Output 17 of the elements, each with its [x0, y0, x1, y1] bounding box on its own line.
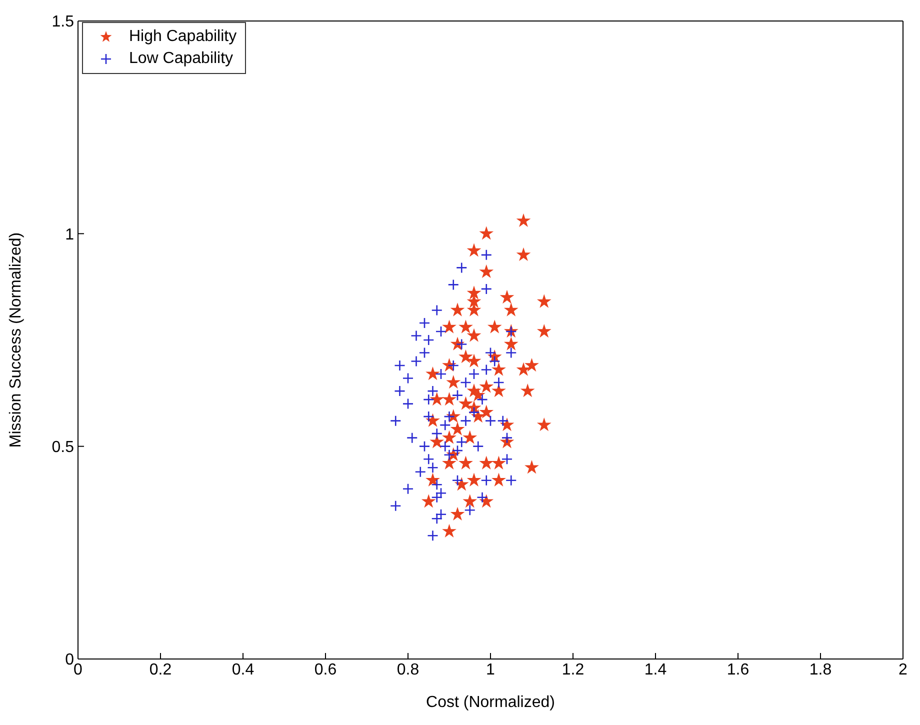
- x-tick-label: 1.8: [809, 661, 832, 678]
- x-tick-label: 1.4: [644, 661, 667, 678]
- x-tick-label: 1.2: [562, 661, 584, 678]
- x-tick-label: 0.8: [396, 661, 420, 678]
- x-tick-label: 0.6: [314, 661, 337, 678]
- x-tick-label: 0.4: [232, 661, 254, 678]
- y-tick-label: 0.5: [52, 439, 74, 456]
- x-axis-title: Cost (Normalized): [426, 694, 555, 711]
- x-tick-label: 1.6: [726, 661, 750, 678]
- y-tick-label: 1.5: [52, 14, 74, 31]
- legend-label: Low Capability: [129, 50, 234, 68]
- y-axis-title: Mission Success (Normalized): [8, 232, 25, 448]
- x-tick-label: 0.2: [149, 661, 172, 678]
- x-tick-label: 1: [486, 661, 496, 678]
- legend-label: High Capability: [129, 28, 237, 46]
- y-tick-label: 1: [65, 226, 74, 244]
- x-tick-label: 2: [898, 661, 908, 678]
